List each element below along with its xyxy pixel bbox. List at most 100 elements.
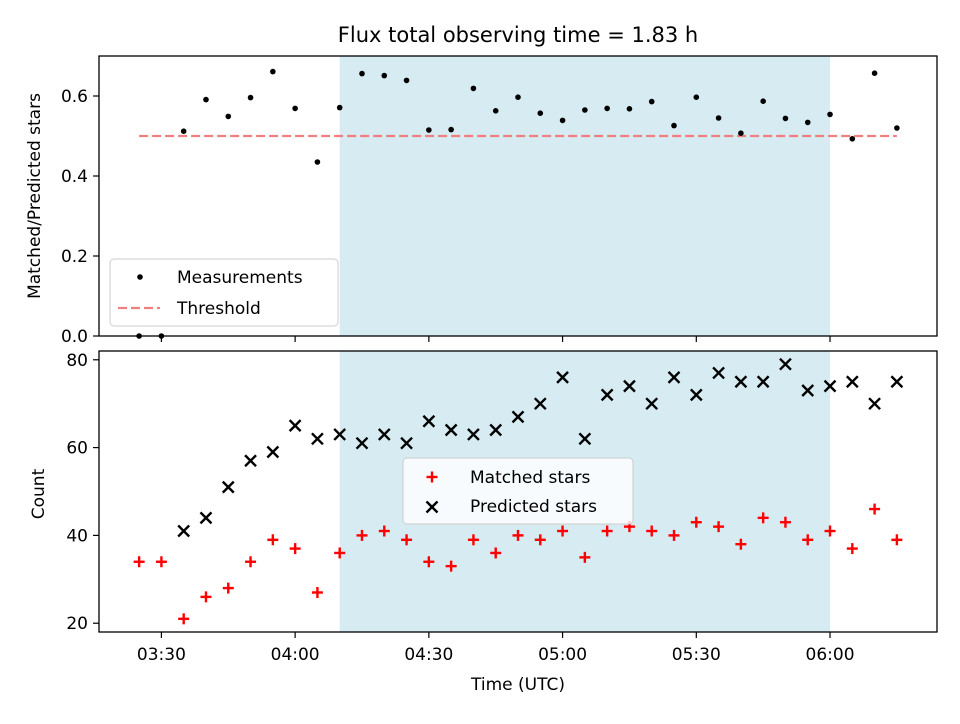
predicted-star-marker-b bbox=[199, 511, 213, 525]
measurement-point bbox=[804, 119, 811, 126]
measurement-point bbox=[693, 94, 700, 100]
top-y-tick-label: 0.6 bbox=[61, 87, 88, 107]
measurement-point bbox=[359, 70, 365, 77]
matched-star-marker bbox=[155, 556, 167, 568]
predicted-star-marker bbox=[511, 410, 525, 424]
bottom-y-axis-label: Count bbox=[29, 468, 49, 519]
matched-star-marker bbox=[668, 529, 680, 541]
matched-star-marker bbox=[467, 534, 479, 546]
matched-star-marker bbox=[245, 556, 257, 568]
legend-matched-marker bbox=[426, 471, 438, 483]
predicted-star-marker-b bbox=[667, 370, 681, 384]
bottom-y-tick-label: 80 bbox=[66, 351, 88, 371]
legend-predicted-label: Predicted stars bbox=[470, 497, 597, 517]
predicted-star-marker-b bbox=[444, 423, 458, 437]
matched-star-marker bbox=[356, 529, 368, 541]
predicted-star-marker bbox=[489, 423, 503, 437]
measurement-point bbox=[292, 105, 298, 112]
measurement-point bbox=[537, 110, 544, 116]
bottom-y-tick-label: 40 bbox=[66, 526, 88, 546]
legend-matched-label: Matched stars bbox=[470, 468, 590, 488]
predicted-star-marker-b bbox=[244, 454, 257, 468]
predicted-star-marker-b bbox=[712, 366, 725, 380]
matched-star-marker bbox=[646, 525, 658, 537]
matched-star-marker bbox=[802, 534, 814, 546]
predicted-star-marker-b bbox=[890, 375, 904, 389]
legend-measurements-label: Measurements bbox=[177, 268, 303, 288]
matched-star-marker bbox=[579, 551, 591, 563]
predicted-star-marker bbox=[377, 428, 391, 441]
predicted-star-marker-b bbox=[377, 428, 391, 441]
predicted-star-marker bbox=[311, 432, 324, 446]
matched-star-marker bbox=[334, 547, 346, 559]
predicted-star-marker bbox=[667, 370, 681, 384]
predicted-star-marker-b bbox=[801, 384, 815, 397]
bottom-legend: Matched stars Predicted stars bbox=[402, 457, 634, 525]
predicted-star-marker bbox=[756, 375, 770, 389]
measurement-point bbox=[604, 105, 610, 112]
predicted-star-marker-b bbox=[734, 375, 748, 389]
matched-star-marker bbox=[490, 547, 502, 559]
matched-star-marker bbox=[445, 560, 457, 572]
legend-predicted-marker-b bbox=[425, 500, 439, 514]
matched-star-marker bbox=[713, 521, 725, 533]
predicted-star-marker bbox=[221, 480, 235, 494]
predicted-star-marker-b bbox=[355, 436, 369, 450]
matched-star-marker bbox=[735, 538, 747, 550]
predicted-star-marker-b bbox=[600, 388, 614, 402]
predicted-star-marker-b bbox=[221, 480, 235, 494]
matched-star-marker bbox=[690, 516, 702, 528]
measurement-point bbox=[336, 104, 343, 111]
predicted-star-marker-b bbox=[467, 428, 480, 441]
predicted-star-marker bbox=[533, 397, 547, 411]
measurement-point bbox=[448, 126, 454, 133]
chart-title: Flux total observing time = 1.83 h bbox=[338, 23, 698, 47]
measurement-point bbox=[671, 122, 677, 129]
predicted-star-marker-b bbox=[511, 410, 525, 424]
predicted-star-marker-b bbox=[823, 379, 837, 393]
predicted-star-marker-b bbox=[333, 428, 347, 441]
predicted-star-marker-b bbox=[645, 397, 659, 411]
legend-measurements-marker bbox=[137, 274, 143, 280]
predicted-star-marker-b bbox=[489, 423, 503, 437]
x-tick-label: 05:00 bbox=[538, 645, 587, 665]
matched-star-marker bbox=[869, 503, 881, 515]
predicted-star-marker bbox=[868, 397, 881, 411]
predicted-star-marker bbox=[623, 379, 636, 393]
measurement-point bbox=[515, 94, 521, 100]
x-tick-label: 05:30 bbox=[672, 645, 721, 665]
top-legend: Measurements Threshold bbox=[109, 258, 339, 327]
predicted-star-marker-b bbox=[533, 397, 547, 411]
predicted-star-marker-b bbox=[422, 414, 436, 428]
legend-predicted-marker bbox=[425, 500, 439, 514]
predicted-star-marker-b bbox=[578, 432, 592, 446]
measurement-point bbox=[426, 127, 432, 133]
measurement-point bbox=[715, 115, 722, 121]
predicted-star-marker bbox=[199, 511, 213, 525]
measurement-point bbox=[270, 68, 276, 75]
measurement-point bbox=[782, 115, 789, 122]
predicted-star-marker bbox=[801, 384, 815, 397]
matched-star-marker bbox=[401, 534, 413, 546]
predicted-star-marker bbox=[177, 524, 191, 538]
measurement-point bbox=[582, 107, 588, 113]
matched-star-marker bbox=[200, 591, 212, 603]
predicted-star-marker bbox=[244, 454, 257, 468]
predicted-star-marker bbox=[288, 419, 302, 432]
measurement-point bbox=[871, 70, 878, 76]
matched-star-marker bbox=[779, 516, 791, 528]
matched-star-marker bbox=[557, 525, 569, 537]
predicted-star-marker-b bbox=[779, 357, 792, 371]
matched-star-marker bbox=[378, 525, 390, 537]
legend-threshold-label: Threshold bbox=[176, 299, 261, 319]
measurement-point bbox=[827, 111, 833, 118]
top-shaded-interval bbox=[339, 56, 831, 336]
predicted-star-marker bbox=[444, 423, 458, 437]
predicted-star-marker-b bbox=[177, 524, 191, 538]
predicted-star-marker bbox=[578, 432, 592, 446]
matched-star-marker bbox=[534, 534, 546, 546]
predicted-star-marker bbox=[845, 375, 859, 389]
measurement-point bbox=[559, 117, 566, 124]
predicted-star-marker bbox=[333, 428, 347, 441]
